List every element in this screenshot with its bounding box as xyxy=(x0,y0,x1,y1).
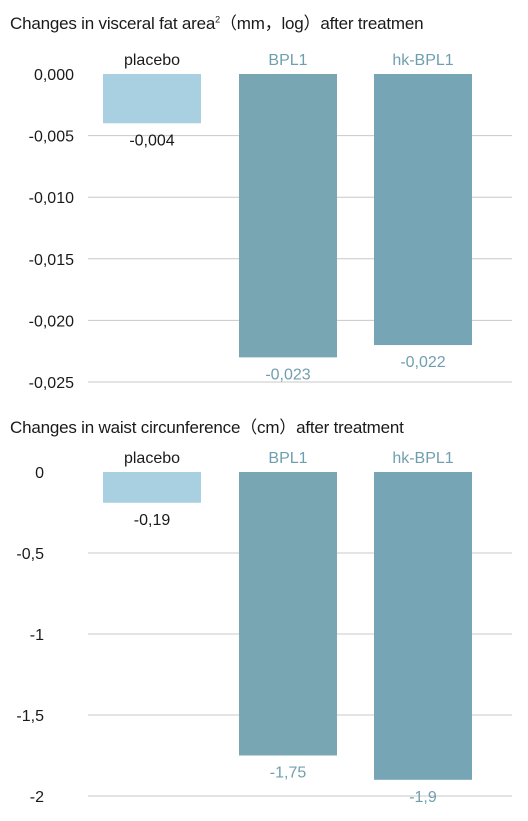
y-tick-label: -2 xyxy=(30,789,44,806)
y-tick-label: -0,5 xyxy=(16,546,44,563)
data-label: -1,9 xyxy=(409,789,437,806)
category-label: hk-BPL1 xyxy=(392,450,453,467)
chart-title-units: （mm，log）after treatmen xyxy=(219,14,424,33)
y-tick-label: -0,020 xyxy=(29,313,74,330)
chart-title-text: Changes in visceral fat area xyxy=(10,14,216,33)
chart-visceral-fat: Changes in visceral fat area2（mm，log）aft… xyxy=(0,0,528,400)
y-tick-label: -1,5 xyxy=(16,708,44,725)
category-label: hk-BPL1 xyxy=(392,52,453,69)
data-label: -0,023 xyxy=(265,366,310,383)
y-tick-label: -0,005 xyxy=(29,129,74,146)
y-tick-label: -1 xyxy=(30,627,44,644)
chart-title: Changes in visceral fat area2（mm，log）aft… xyxy=(10,9,424,34)
bar-hk-bpl1 xyxy=(374,472,472,780)
chart-plot-area: 0 -0,5 -1 -1,5 -2 placebo -0,19 BPL1 -1,75 hk-BPL… xyxy=(16,450,512,806)
category-label: BPL1 xyxy=(268,450,307,467)
bar-placebo xyxy=(103,472,201,503)
data-label: -0,004 xyxy=(129,132,174,149)
chart-plot-area: 0,000 -0,005 -0,010 -0,015 -0,020 -0,025 place… xyxy=(29,52,512,392)
y-tick-label: 0,000 xyxy=(34,67,74,84)
bar-placebo xyxy=(103,74,201,124)
chart-waist-circumference: Changes in waist circunference（cm）after … xyxy=(0,400,528,821)
bar-bpl1 xyxy=(239,472,337,756)
y-tick-label: 0 xyxy=(35,465,44,482)
bar-bpl1 xyxy=(239,74,337,358)
y-tick-label: -0,015 xyxy=(29,252,74,269)
category-label: placebo xyxy=(124,450,180,467)
y-tick-label: -0,010 xyxy=(29,190,74,207)
y-tick-label: -0,025 xyxy=(29,375,74,392)
data-label: -0,19 xyxy=(134,512,171,529)
chart-title-text: Changes in waist circunference（cm）after … xyxy=(10,418,404,437)
category-label: placebo xyxy=(124,52,180,69)
chart-title: Changes in waist circunference（cm）after … xyxy=(10,413,404,438)
category-label: BPL1 xyxy=(268,52,307,69)
bar-hk-bpl1 xyxy=(374,74,472,346)
data-label: -0,022 xyxy=(400,354,445,371)
chart-title-superscript: 2 xyxy=(215,14,220,25)
data-label: -1,75 xyxy=(270,765,307,782)
